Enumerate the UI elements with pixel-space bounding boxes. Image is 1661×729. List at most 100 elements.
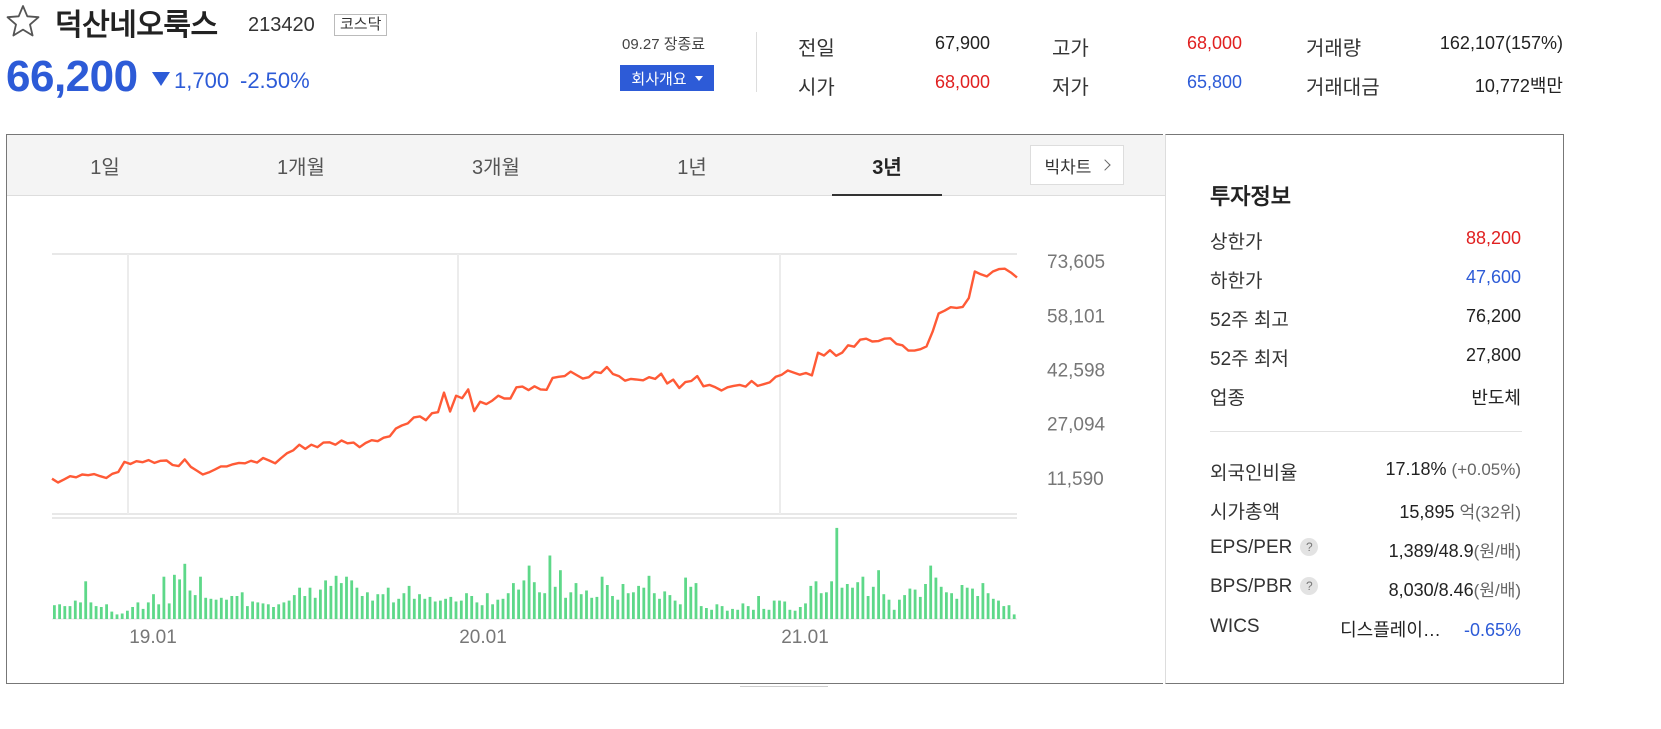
bigchart-button[interactable]: 빅차트: [1030, 145, 1124, 185]
volume-bar: [673, 600, 677, 619]
volume-bar: [871, 586, 875, 619]
eps-per-value: 1,389/48.9(원/배): [1389, 537, 1521, 562]
price-chart[interactable]: 73,605 58,101 42,598 27,094 11,590 19.01 20.0…: [7, 135, 1164, 685]
lower-limit-value: 47,600: [1465, 267, 1521, 287]
volume-bar: [433, 601, 437, 619]
volume-bar: [934, 577, 938, 619]
market-cap-label: 시가총액: [1210, 502, 1280, 523]
volume-bar: [470, 596, 474, 619]
volume-bar: [699, 606, 703, 619]
volume-bar: [757, 596, 760, 619]
volume-bar: [287, 600, 291, 619]
upper-limit-value: 88,200: [1465, 228, 1521, 248]
high-52w-value: 76,200: [1465, 306, 1521, 326]
period-tabs: 1일 1개월 3개월 1년 3년 빅차트: [7, 135, 1166, 196]
volume-bar: [621, 584, 625, 619]
info-divider: [1210, 431, 1522, 432]
eps-per-unit: (원/배): [1473, 542, 1521, 561]
volume-bar: [637, 585, 640, 619]
volume-bar: [877, 570, 880, 619]
volume-bar: [298, 587, 301, 619]
volume-bar: [105, 604, 108, 619]
volume-bar: [183, 563, 187, 619]
help-icon[interactable]: ?: [1300, 577, 1319, 595]
active-tab-indicator: [832, 194, 942, 196]
volume-bar: [199, 576, 202, 619]
lower-limit-label: 하한가: [1210, 271, 1263, 292]
tab-1month[interactable]: 1개월: [277, 157, 325, 179]
volume-bar: [814, 581, 818, 619]
volume-bar: [616, 599, 620, 619]
volume-bar: [694, 583, 698, 619]
volume-bar: [313, 597, 317, 619]
volume-bar: [256, 602, 260, 619]
volume-bar: [152, 594, 155, 619]
volume-bar: [600, 576, 604, 619]
volume-label: 거래량: [1306, 38, 1362, 60]
market-cap-value: 15,895 억(32위): [1399, 498, 1521, 523]
company-overview-button[interactable]: 회사개요: [620, 65, 714, 91]
wics-value: 디스플레이… -0.65%: [1340, 616, 1521, 642]
wics-sector[interactable]: 디스플레이…: [1340, 620, 1441, 640]
volume-bar: [778, 600, 781, 619]
volume-bar: [173, 574, 176, 619]
volume-bar: [830, 581, 833, 619]
volume-bar: [887, 599, 891, 619]
volume-bar: [652, 593, 656, 619]
volume-bar: [266, 604, 270, 619]
volume-bar: [752, 609, 755, 619]
volume-bar: [642, 587, 646, 619]
volume-bar: [339, 583, 343, 619]
y-tick-label: 58,101: [1047, 306, 1105, 327]
volume-bar: [63, 606, 67, 619]
eps-per-text: EPS/PER: [1210, 537, 1293, 558]
favorite-star-icon[interactable]: [6, 4, 40, 38]
volume-bar: [725, 610, 729, 619]
volume-bar: [465, 593, 468, 619]
volume-bar: [423, 598, 427, 619]
volume-bar: [439, 600, 442, 619]
volume-bar: [512, 583, 515, 619]
volume-bar: [397, 598, 401, 619]
volume-bar: [53, 605, 56, 619]
volume-bar: [157, 604, 161, 619]
open-label: 시가: [798, 77, 835, 99]
prev-close-value: 67,900: [934, 33, 990, 53]
sector-label: 업종: [1210, 388, 1245, 409]
tab-1day[interactable]: 1일: [90, 157, 120, 179]
volume-bar: [767, 609, 771, 619]
volume-bar: [209, 598, 213, 619]
volume-bar: [574, 583, 578, 619]
tab-3month[interactable]: 3개월: [472, 157, 520, 179]
tab-1year[interactable]: 1년: [677, 157, 707, 179]
volume-bar: [376, 594, 380, 619]
prev-close-label: 전일: [798, 38, 835, 60]
volume-bar: [303, 596, 307, 619]
volume-bar: [960, 585, 964, 619]
volume-bar: [240, 592, 244, 619]
volume-bar: [965, 587, 969, 619]
volume-bar: [595, 596, 599, 619]
volume-bar: [371, 600, 374, 619]
volume-bar: [548, 555, 552, 619]
volume-bar: [480, 605, 484, 619]
volume-bar: [918, 596, 922, 619]
tab-3year[interactable]: 3년: [872, 157, 902, 179]
market-badge: 코스닥: [334, 14, 388, 36]
volume-bar: [428, 596, 432, 619]
volume-bar: [345, 576, 348, 619]
volume-bar: [736, 609, 740, 619]
volume-bar: [392, 602, 395, 619]
y-tick-label: 73,605: [1047, 252, 1105, 273]
high-label: 고가: [1052, 38, 1089, 60]
volume-bar: [772, 600, 776, 619]
volume-bar: [710, 609, 713, 619]
wics-change: -0.65%: [1463, 620, 1521, 640]
low-value: 65,800: [1186, 72, 1242, 92]
volume-bar: [632, 592, 635, 619]
volume-bar: [120, 613, 124, 619]
volume-bar: [277, 604, 281, 619]
volume-bar: [564, 597, 567, 619]
volume-bar: [230, 596, 234, 619]
help-icon[interactable]: ?: [1300, 538, 1319, 556]
